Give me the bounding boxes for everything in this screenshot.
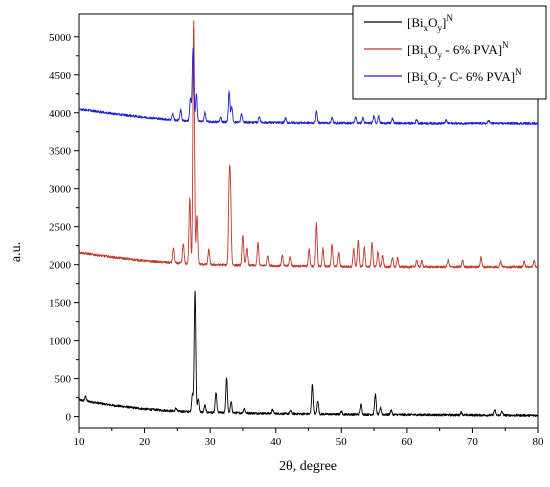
y-tick-label: 2500 [49, 222, 72, 234]
y-tick-label: 1000 [49, 336, 72, 348]
y-tick-label: 4500 [49, 70, 72, 82]
x-tick-label: 20 [139, 436, 151, 448]
series-line-3 [78, 47, 539, 125]
x-tick-label: 30 [205, 436, 217, 448]
x-tick-label: 40 [270, 436, 282, 448]
series-line-1 [78, 290, 539, 418]
y-axis-title: a.u. [9, 242, 24, 262]
x-tick-label: 70 [467, 436, 479, 448]
y-tick-label: 1500 [49, 298, 72, 310]
y-tick-label: 500 [55, 374, 72, 386]
y-tick-label: 2000 [49, 260, 72, 272]
axis-layer: 10 20 30 40 50 60 70 80 0 500 1000 1500 2000 2500 3000… [49, 32, 544, 448]
legend-label-1: [BixOy]N [407, 13, 453, 33]
series-line-2 [78, 19, 539, 269]
x-tick-label: 60 [401, 436, 413, 448]
y-tick-label: 0 [66, 412, 72, 424]
x-axis-title: 2θ, degree [279, 459, 337, 474]
y-tick-label: 4000 [49, 108, 72, 120]
legend-label-3: [BixOy- C- 6% PVA]N [407, 67, 522, 87]
legend: [BixOy]N [BixOy - 6% PVA]N [BixOy- C- 6% P… [352, 5, 547, 100]
y-tick-label: 3500 [49, 146, 72, 158]
legend-label-2: [BixOy - 6% PVA]N [407, 40, 509, 60]
legend-items: [BixOy]N [BixOy - 6% PVA]N [BixOy- C- 6% P… [364, 13, 522, 87]
x-tick-label: 10 [74, 436, 86, 448]
series-layer [78, 19, 539, 418]
x-tick-label: 50 [336, 436, 348, 448]
y-tick-label: 5000 [49, 32, 72, 44]
plot-area: 10 20 30 40 50 60 70 80 0 500 1000 1500 2000 2500 3000… [49, 13, 544, 448]
y-tick-label: 3000 [49, 184, 72, 196]
x-tick-label: 80 [533, 436, 545, 448]
